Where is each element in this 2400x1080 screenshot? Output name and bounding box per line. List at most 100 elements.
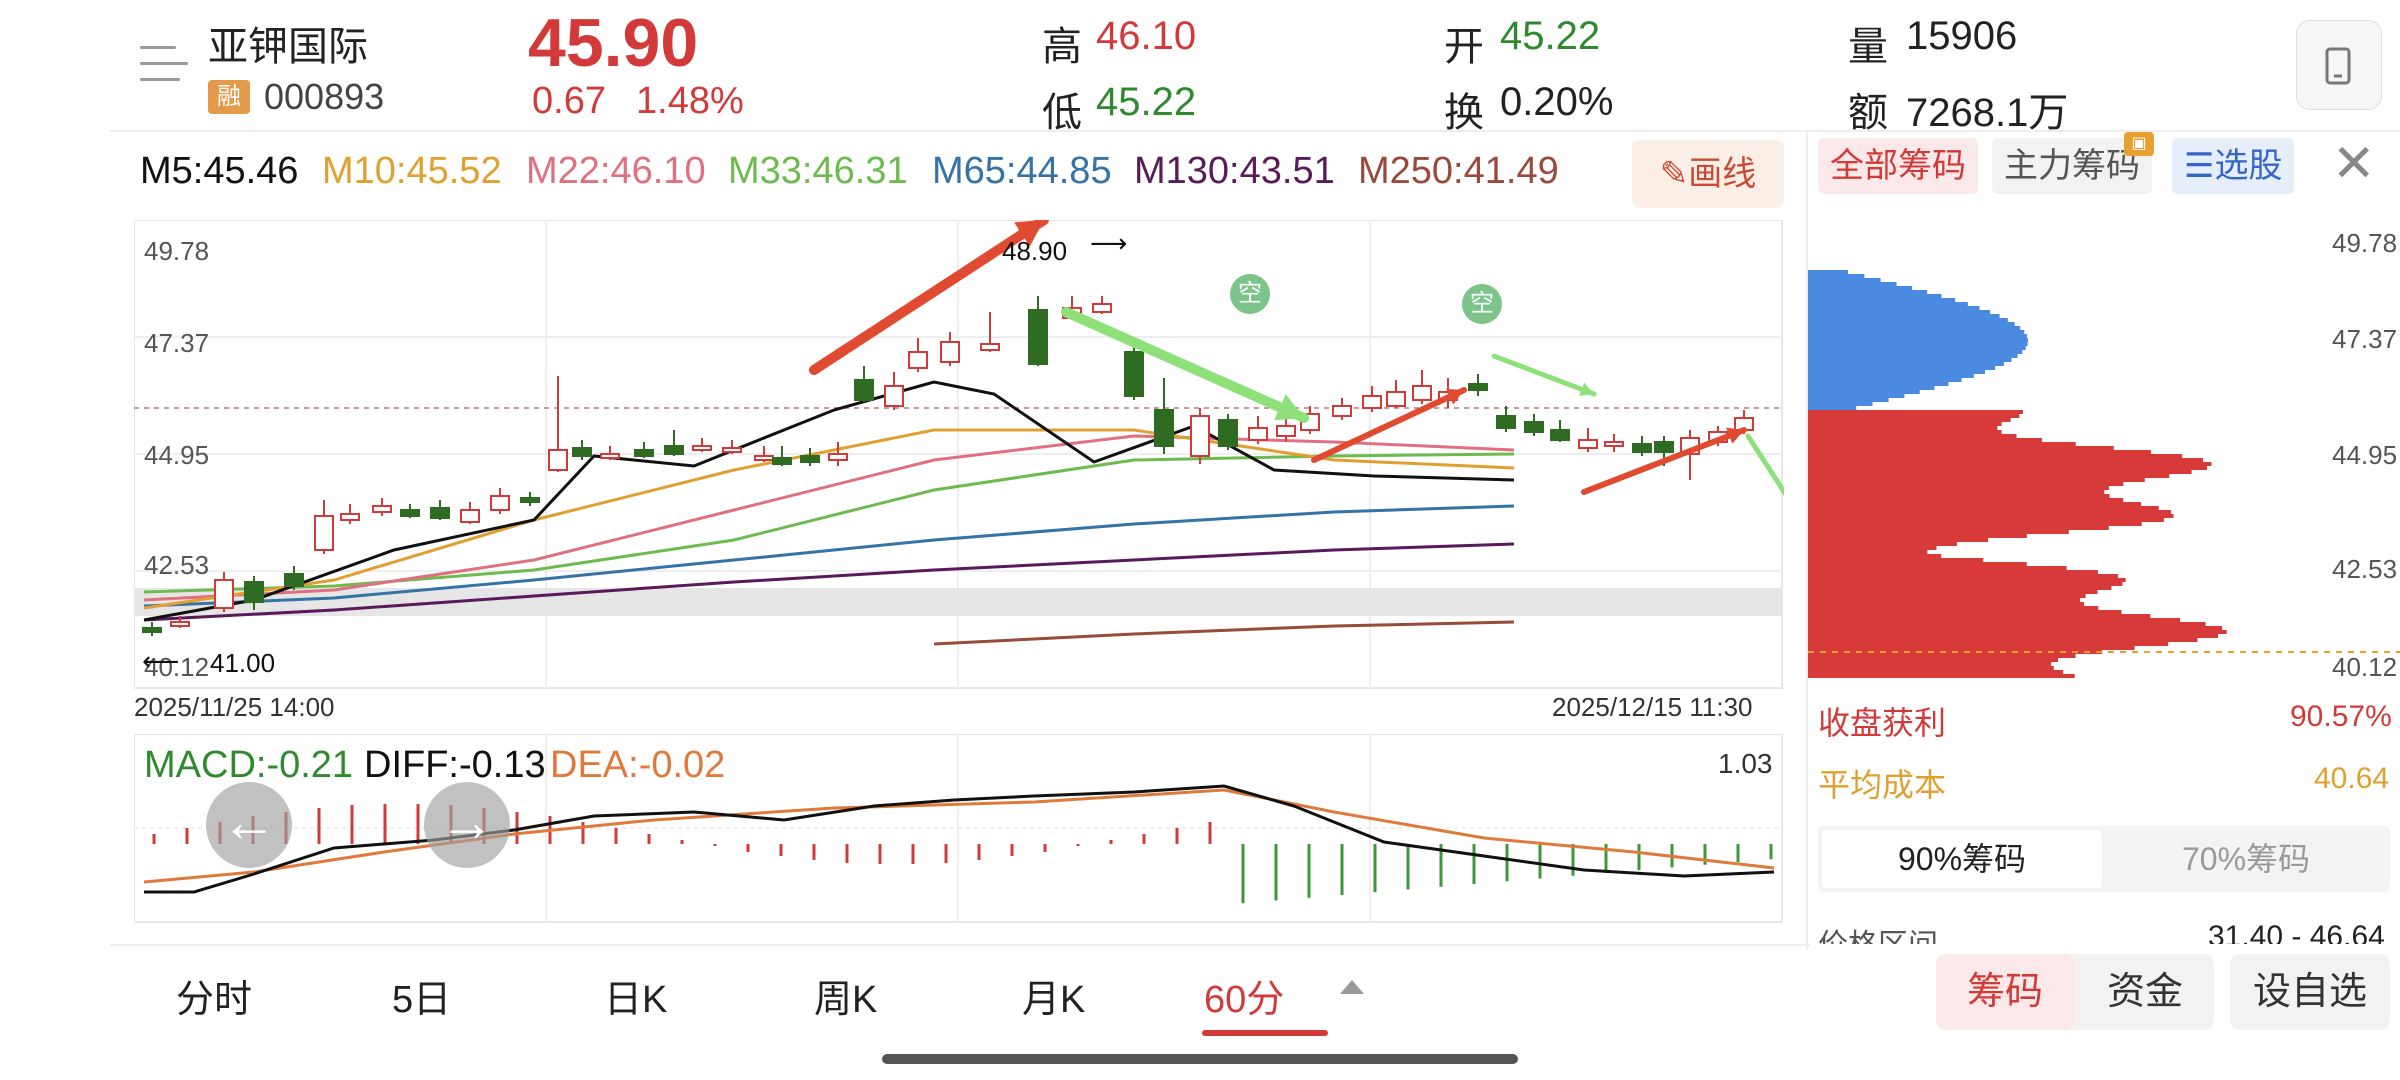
chip-bar (1808, 278, 1881, 282)
candle (1332, 405, 1352, 417)
chip-bar (1808, 374, 1974, 378)
chip-bar (1808, 402, 1873, 406)
tab-stock-pick[interactable]: ☰选股 (2172, 138, 2295, 194)
candle (284, 573, 304, 587)
chip-bar (1808, 290, 1928, 294)
annotation-arrow-up-3 (1581, 427, 1747, 495)
high-label: 高 (1042, 25, 1082, 69)
chip-bar (1808, 554, 1942, 558)
annotation-arrow-up-2 (1311, 387, 1467, 463)
tab-monthly-k[interactable]: 月K (1022, 979, 1086, 1021)
candle (430, 507, 450, 519)
tab-all-chips[interactable]: 全部筹码 (1818, 138, 1978, 194)
lock-icon: ▣ (2124, 132, 2154, 156)
chip-bar (1808, 618, 2181, 622)
chip-bar (1808, 378, 1962, 382)
chip-bar (1808, 342, 2028, 346)
chip-bar (1808, 426, 1998, 430)
chip-bar (1808, 538, 1989, 542)
candle (1412, 385, 1432, 401)
device-switch-button[interactable] (2296, 20, 2382, 110)
macd-chart[interactable] (134, 734, 1784, 924)
candle (244, 581, 264, 603)
candle (1218, 419, 1238, 447)
add-watchlist-button[interactable]: 设自选 (2230, 954, 2390, 1030)
candle (1654, 441, 1674, 453)
chip-bar (1808, 422, 2002, 426)
tab-main-chips-label: 主力筹码 (2004, 147, 2140, 185)
m130-line (143, 542, 1515, 622)
chip-bar (1808, 366, 1996, 370)
tab-main-chips[interactable]: 主力筹码 ▣ (1992, 132, 2154, 194)
chip-y-tick-3: 44.95 (2332, 440, 2398, 470)
chip-bar (1808, 350, 2023, 354)
annotation-arrow-up-1-head (1014, 220, 1044, 247)
annotation-arrow-down-2 (1491, 353, 1597, 397)
chip-bar (1808, 318, 2008, 322)
chip-bar (1808, 534, 2027, 538)
chip-bar (1808, 630, 2227, 634)
chip-bar (1808, 330, 2025, 334)
price-chart[interactable] (134, 220, 1784, 690)
chip-bar (1808, 530, 2069, 534)
annotation-arrow-down-1-head (1274, 394, 1304, 421)
candle (828, 453, 848, 461)
chip-bar (1808, 334, 2027, 338)
scroll-right-button[interactable]: → (424, 782, 510, 868)
chip-bar (1808, 506, 2159, 510)
turnover-label: 换 (1444, 91, 1484, 135)
close-icon[interactable]: ✕ (2332, 135, 2376, 193)
chevron-up-icon[interactable] (1340, 980, 1364, 994)
right-panel-divider (1806, 130, 1808, 950)
chip-bar (1808, 358, 2012, 362)
candle (1524, 421, 1544, 433)
chip-bar (1808, 294, 1942, 298)
funds-button[interactable]: 资金 (2106, 971, 2183, 1013)
candle (1496, 415, 1516, 429)
tab-5day[interactable]: 5日 (392, 979, 452, 1021)
ma22-legend: M22:46.10 (526, 150, 706, 192)
ma33-legend: M33:46.31 (728, 150, 908, 192)
tab-stock-pick-label: 选股 (2214, 147, 2283, 185)
tab-daily-k[interactable]: 日K (604, 979, 668, 1021)
scroll-left-button[interactable]: ← (206, 782, 292, 868)
m10-line (143, 428, 1515, 610)
draw-line-button[interactable]: ✎画线 (1632, 140, 1784, 208)
chip-bar (1808, 482, 2124, 486)
annotation-arrow-down-3 (1745, 433, 1784, 497)
chip-bar (1808, 302, 1968, 306)
menu-icon[interactable] (140, 44, 188, 84)
home-indicator (882, 1054, 1518, 1064)
tab-intraday[interactable]: 分时 (176, 979, 253, 1021)
chip-bar (1808, 450, 2151, 454)
candle (1386, 391, 1406, 407)
candle (170, 621, 190, 627)
low-label: 低 (1042, 91, 1082, 135)
chip-bar (1808, 622, 2206, 626)
candle (1124, 351, 1144, 397)
annotation-arrow-down-2-head (1579, 382, 1594, 397)
candle (980, 343, 1000, 351)
candle (520, 497, 540, 503)
candle (1154, 409, 1174, 447)
chip70-button[interactable]: 70%筹码 (2181, 841, 2311, 877)
chips-button[interactable]: 筹码 (1936, 954, 2074, 1030)
chip-bar (1808, 322, 2015, 326)
chip-bar (1808, 674, 2075, 678)
chip-bar (1808, 570, 2098, 574)
m250-line (933, 620, 1515, 646)
signal-marker-2: 空 (1462, 284, 1502, 324)
chip-bar (1808, 574, 2118, 578)
tab-60min[interactable]: 60分 (1204, 979, 1285, 1021)
chip-bar (1808, 390, 1920, 394)
annotation-arrow-down-1 (1061, 307, 1309, 423)
signal-marker-1: 空 (1230, 274, 1270, 314)
candle (490, 495, 510, 511)
chip-y-tick-4: 42.53 (2332, 554, 2398, 584)
tab-weekly-k[interactable]: 周K (814, 979, 878, 1021)
annotation-arrow-up-2-head (1446, 388, 1464, 405)
chip90-button[interactable]: 90%筹码 (1822, 830, 2102, 888)
draw-line-label: 画线 (1688, 155, 1757, 193)
candle (548, 449, 568, 471)
chip-bar (1808, 362, 2004, 366)
